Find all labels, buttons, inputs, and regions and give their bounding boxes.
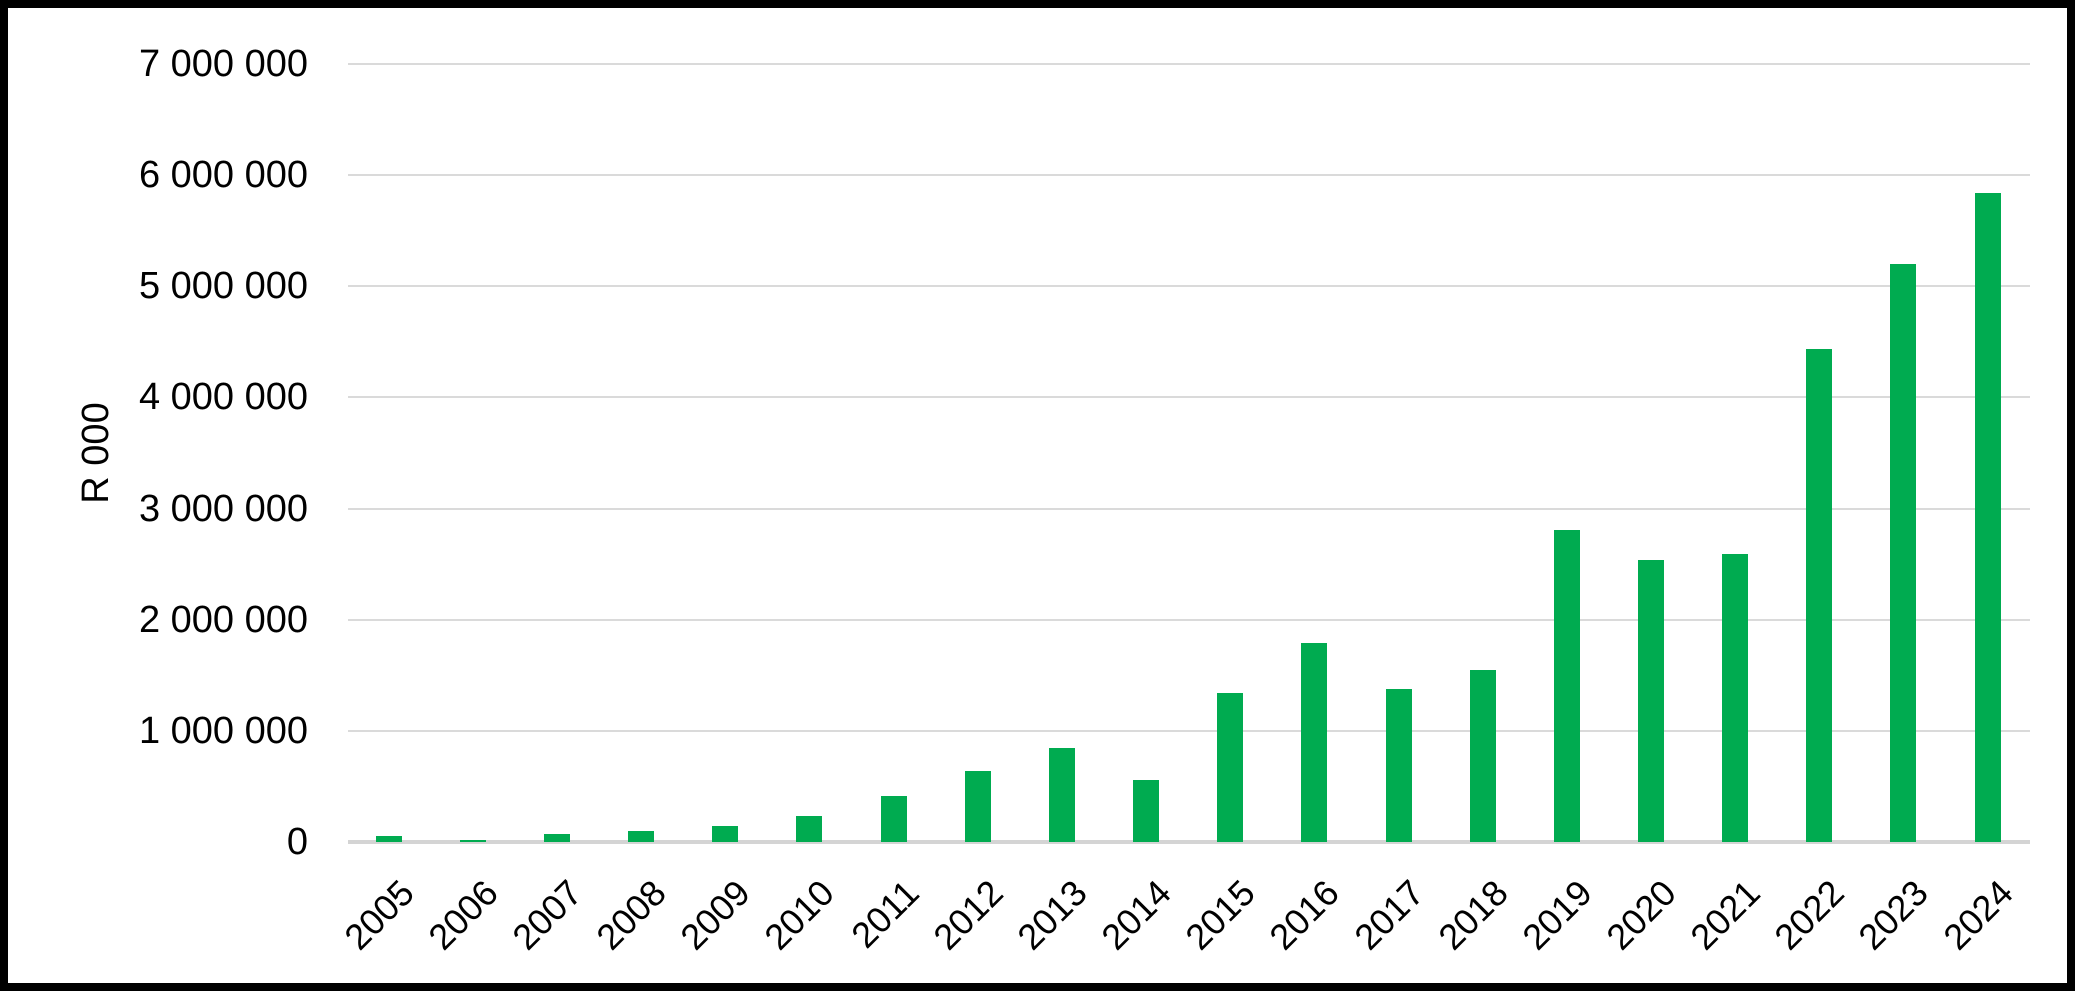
bar-2005 [376, 836, 402, 842]
gridline [348, 730, 2030, 732]
bar-2015 [1217, 693, 1243, 842]
gridline [348, 174, 2030, 176]
y-tick-label: 2 000 000 [138, 599, 308, 641]
x-axis-line [348, 840, 2030, 844]
bar-2022 [1806, 349, 1832, 842]
gridline [348, 508, 2030, 510]
bar-2017 [1386, 689, 1412, 842]
bar-2012 [965, 771, 991, 842]
gridline [348, 63, 2030, 65]
bar-2018 [1470, 670, 1496, 842]
y-tick-label: 6 000 000 [138, 154, 308, 196]
y-tick-label: 7 000 000 [138, 43, 308, 85]
bar-2007 [544, 834, 570, 842]
y-tick-label: 4 000 000 [138, 376, 308, 418]
bar-2023 [1890, 264, 1916, 842]
bar-2014 [1133, 780, 1159, 842]
bar-2008 [628, 831, 654, 842]
bar-2021 [1722, 554, 1748, 842]
bar-2024 [1975, 193, 2001, 842]
y-tick-label: 0 [286, 821, 308, 863]
y-tick-label: 1 000 000 [138, 710, 308, 752]
bar-2020 [1638, 560, 1664, 842]
y-axis-title: R 000 [75, 402, 117, 504]
y-tick-label: 5 000 000 [138, 265, 308, 307]
y-tick-label: 3 000 000 [138, 488, 308, 530]
gridline [348, 619, 2030, 621]
bar-2013 [1049, 748, 1075, 842]
bar-2016 [1301, 643, 1327, 842]
gridline [348, 396, 2030, 398]
bar-2019 [1554, 530, 1580, 842]
bar-2011 [881, 796, 907, 842]
gridline [348, 285, 2030, 287]
bar-2010 [796, 816, 822, 842]
bar-2009 [712, 826, 738, 842]
bar-2006 [460, 840, 486, 842]
